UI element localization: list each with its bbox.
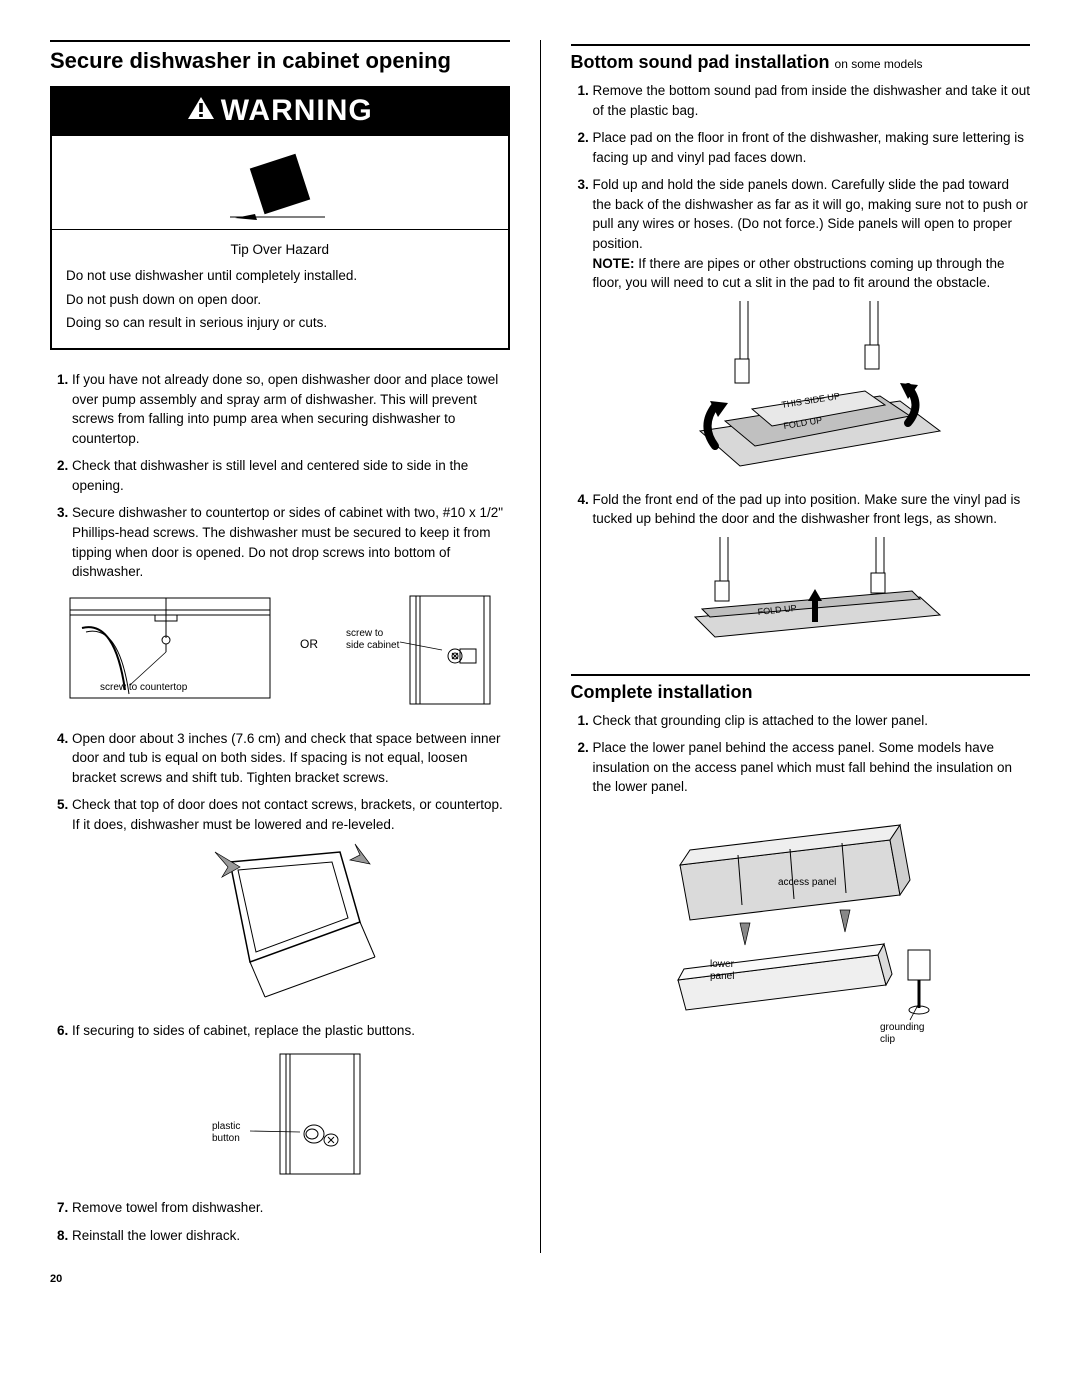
- warning-line-2: Do not push down on open door.: [66, 290, 494, 310]
- label-side-1: screw to: [346, 628, 384, 639]
- left-steps-7-8: Remove towel from dishwasher. Reinstall …: [50, 1198, 510, 1245]
- page-number: 20: [50, 1273, 1030, 1285]
- c-step-2: Place the lower panel behind the access …: [593, 738, 1031, 797]
- label-or: OR: [300, 637, 318, 651]
- label-access-panel: access panel: [778, 877, 836, 888]
- warning-body: Tip Over Hazard Do not use dishwasher un…: [52, 230, 508, 348]
- figure-door-alignment: [50, 842, 510, 1007]
- label-countertop: screw to countertop: [100, 682, 188, 693]
- left-steps-4-5: Open door about 3 inches (7.6 cm) and ch…: [50, 729, 510, 835]
- step-8: Reinstall the lower dishrack.: [72, 1226, 510, 1246]
- left-column: Secure dishwasher in cabinet opening WAR…: [50, 40, 510, 1253]
- diagram-countertop: screw to countertop: [70, 598, 270, 698]
- r-step-4: Fold the front end of the pad up into po…: [593, 490, 1031, 529]
- page-content: Secure dishwasher in cabinet opening WAR…: [50, 40, 1030, 1253]
- r-step-3: Fold up and hold the side panels down. C…: [593, 175, 1031, 292]
- label-side-2: side cabinet: [346, 640, 400, 651]
- warning-line-1: Do not use dishwasher until completely i…: [66, 266, 494, 286]
- warning-line-3: Doing so can result in serious injury or…: [66, 313, 494, 333]
- step-1: If you have not already done so, open di…: [72, 370, 510, 448]
- hazard-title: Tip Over Hazard: [66, 240, 494, 260]
- left-section-title: Secure dishwasher in cabinet opening: [50, 40, 510, 74]
- warning-box: WARNING Tip Over Hazard Do not use dishw…: [50, 86, 510, 350]
- step-3: Secure dishwasher to countertop or sides…: [72, 503, 510, 581]
- right-steps-1-3: Remove the bottom sound pad from inside …: [571, 81, 1031, 293]
- right-step-4: Fold the front end of the pad up into po…: [571, 490, 1031, 529]
- step-2: Check that dishwasher is still level and…: [72, 456, 510, 495]
- diagram-side-cabinet: screw to side cabinet: [346, 596, 490, 704]
- label-lower-1: lower: [710, 959, 735, 970]
- figure-pad-slide: THIS SIDE UP FOLD UP: [571, 301, 1031, 476]
- complete-steps: Check that grounding clip is attached to…: [571, 711, 1031, 797]
- r-step-2: Place pad on the floor in front of the d…: [593, 128, 1031, 167]
- tipping-icon: [52, 136, 508, 230]
- step-6: If securing to sides of cabinet, replace…: [72, 1021, 510, 1041]
- left-step-6: If securing to sides of cabinet, replace…: [50, 1021, 510, 1041]
- complete-install-title: Complete installation: [571, 674, 1031, 703]
- r-step-1: Remove the bottom sound pad from inside …: [593, 81, 1031, 120]
- label-plastic: plastic: [212, 1121, 240, 1132]
- right-column: Bottom sound pad installation on some mo…: [571, 40, 1031, 1253]
- note-text: If there are pipes or other obstructions…: [593, 256, 1005, 291]
- column-divider: [540, 40, 541, 1253]
- sound-pad-title: Bottom sound pad installation on some mo…: [571, 44, 1031, 73]
- warning-label: WARNING: [221, 94, 373, 128]
- warning-triangle-icon: [187, 94, 215, 128]
- label-button: button: [212, 1133, 240, 1144]
- note-label: NOTE:: [593, 256, 635, 271]
- step-5: Check that top of door does not contact …: [72, 795, 510, 834]
- c-step-1: Check that grounding clip is attached to…: [593, 711, 1031, 731]
- figure-plastic-button: plastic button: [50, 1049, 510, 1184]
- warning-header: WARNING: [52, 88, 508, 136]
- figure-pad-fold: FOLD UP: [571, 537, 1031, 652]
- step-4: Open door about 3 inches (7.6 cm) and ch…: [72, 729, 510, 788]
- figure-screw-options: screw to countertop OR screw to sid: [50, 590, 510, 715]
- label-grounding-1: grounding: [880, 1022, 924, 1033]
- r-step-3-note: NOTE: If there are pipes or other obstru…: [593, 256, 1005, 291]
- sound-pad-title-main: Bottom sound pad installation: [571, 52, 830, 72]
- r-step-3-text: Fold up and hold the side panels down. C…: [593, 177, 1028, 251]
- label-lower-2: panel: [710, 971, 734, 982]
- label-grounding-2: clip: [880, 1034, 895, 1045]
- figure-panels: access panel lower panel grounding clip: [571, 805, 1031, 1050]
- sound-pad-title-note: on some models: [835, 57, 923, 71]
- step-7: Remove towel from dishwasher.: [72, 1198, 510, 1218]
- left-steps-1-3: If you have not already done so, open di…: [50, 370, 510, 582]
